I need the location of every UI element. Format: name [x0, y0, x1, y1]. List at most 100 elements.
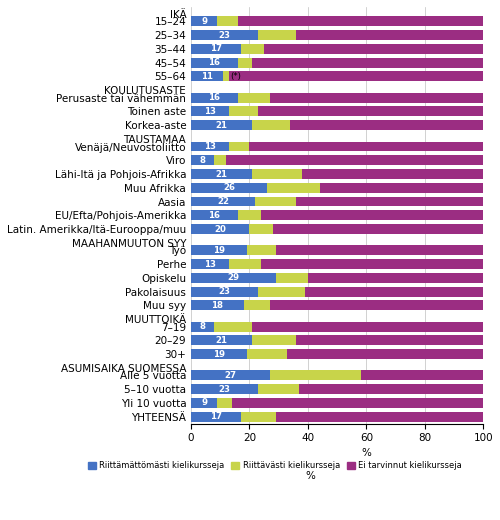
- Bar: [244, 301, 270, 310]
- Text: 29: 29: [228, 274, 239, 282]
- Bar: [218, 17, 238, 27]
- Bar: [229, 107, 258, 116]
- Bar: [218, 398, 232, 408]
- Bar: [191, 197, 256, 206]
- Bar: [191, 30, 258, 40]
- Bar: [191, 259, 229, 269]
- Text: 16: 16: [208, 93, 220, 102]
- Bar: [191, 245, 246, 255]
- Text: 23: 23: [218, 31, 230, 40]
- Text: 27: 27: [224, 371, 236, 380]
- Text: (*): (*): [230, 72, 241, 81]
- Bar: [238, 210, 261, 220]
- Text: 23: 23: [218, 287, 230, 296]
- Text: 21: 21: [216, 121, 228, 129]
- Text: 9: 9: [201, 398, 207, 408]
- Bar: [276, 273, 308, 283]
- Bar: [296, 30, 483, 40]
- Text: 17: 17: [210, 412, 222, 421]
- Text: %: %: [305, 471, 315, 481]
- Legend: Riittämättömästi kielikursseja, Riittävästi kielikursseja, Ei tarvinnut kielikur: Riittämättömästi kielikursseja, Riittävä…: [84, 458, 466, 474]
- Text: 21: 21: [216, 170, 228, 178]
- Text: %: %: [362, 448, 372, 458]
- Bar: [290, 120, 483, 130]
- Bar: [191, 322, 214, 332]
- Bar: [191, 107, 229, 116]
- Bar: [288, 349, 483, 359]
- Bar: [223, 71, 229, 81]
- Bar: [232, 398, 483, 408]
- Bar: [191, 17, 218, 27]
- Bar: [238, 58, 252, 68]
- Bar: [258, 384, 299, 394]
- Bar: [276, 412, 483, 422]
- Text: 8: 8: [200, 322, 205, 331]
- Bar: [191, 44, 240, 54]
- Bar: [258, 30, 296, 40]
- Bar: [191, 384, 258, 394]
- Bar: [264, 44, 483, 54]
- Bar: [191, 93, 238, 102]
- Bar: [191, 58, 238, 68]
- Bar: [296, 335, 483, 345]
- Bar: [256, 197, 296, 206]
- Bar: [296, 197, 483, 206]
- Text: 18: 18: [212, 301, 224, 310]
- Bar: [191, 224, 250, 234]
- Text: 26: 26: [223, 183, 235, 192]
- Bar: [270, 93, 483, 102]
- Bar: [250, 141, 483, 151]
- Bar: [214, 155, 226, 165]
- Bar: [191, 412, 240, 422]
- Bar: [191, 155, 214, 165]
- Text: 19: 19: [213, 246, 225, 255]
- Bar: [261, 210, 483, 220]
- Bar: [252, 335, 296, 345]
- Text: 17: 17: [210, 44, 222, 54]
- Text: 13: 13: [204, 142, 216, 151]
- Text: 19: 19: [213, 349, 225, 359]
- Bar: [191, 398, 218, 408]
- Bar: [191, 273, 276, 283]
- Bar: [302, 169, 483, 179]
- Bar: [252, 322, 483, 332]
- Text: 22: 22: [217, 197, 229, 206]
- Text: 8: 8: [200, 156, 205, 165]
- Bar: [191, 349, 246, 359]
- Bar: [191, 169, 252, 179]
- Bar: [214, 322, 252, 332]
- Bar: [308, 273, 483, 283]
- Bar: [229, 141, 250, 151]
- Text: 13: 13: [204, 107, 216, 116]
- Bar: [240, 44, 264, 54]
- Bar: [191, 335, 252, 345]
- Text: 13: 13: [204, 259, 216, 268]
- Bar: [270, 301, 483, 310]
- Bar: [226, 155, 483, 165]
- Text: 9: 9: [201, 17, 207, 26]
- Bar: [267, 183, 320, 193]
- Text: 21: 21: [216, 336, 228, 345]
- Bar: [246, 349, 288, 359]
- Bar: [191, 141, 229, 151]
- Bar: [191, 120, 252, 130]
- Text: 16: 16: [208, 58, 220, 67]
- Bar: [252, 169, 302, 179]
- Bar: [252, 58, 483, 68]
- Bar: [276, 245, 483, 255]
- Text: 20: 20: [214, 225, 226, 233]
- Bar: [258, 107, 483, 116]
- Bar: [229, 259, 261, 269]
- Bar: [191, 370, 270, 381]
- Bar: [191, 287, 258, 296]
- Bar: [238, 93, 270, 102]
- Bar: [246, 245, 276, 255]
- Bar: [240, 412, 276, 422]
- Bar: [238, 17, 483, 27]
- Bar: [191, 183, 267, 193]
- Text: 23: 23: [218, 385, 230, 394]
- Bar: [305, 287, 483, 296]
- Bar: [191, 301, 244, 310]
- Bar: [191, 71, 223, 81]
- Text: 16: 16: [208, 211, 220, 220]
